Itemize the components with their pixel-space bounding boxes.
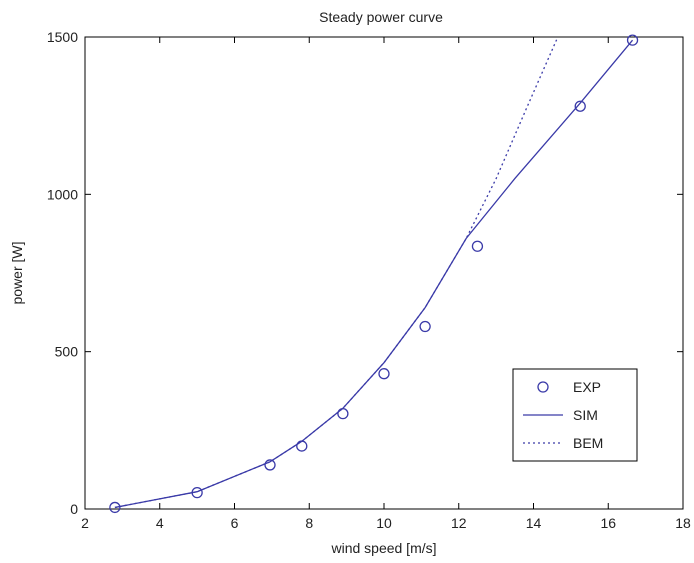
- exp-marker: [574, 100, 586, 112]
- x-tick-label: 16: [600, 515, 616, 531]
- exp-marker: [471, 240, 484, 252]
- legend-label: EXP: [573, 379, 601, 395]
- y-tick-label: 1500: [47, 29, 78, 45]
- exp-marker: [264, 459, 276, 471]
- legend-label: SIM: [573, 407, 598, 423]
- y-axis-label: power [W]: [9, 241, 25, 304]
- axis-ticks: 2 4 6 8 10 12 14 16 18 0 500 1000 1500: [47, 29, 691, 531]
- exp-marker: [626, 34, 639, 46]
- x-tick-label: 14: [526, 515, 542, 531]
- x-tick-label: 18: [675, 515, 691, 531]
- x-tick-label: 4: [156, 515, 164, 531]
- exp-marker: [378, 368, 390, 380]
- y-tick-label: 500: [55, 344, 79, 360]
- exp-marker: [419, 320, 431, 333]
- legend-label: BEM: [573, 435, 603, 451]
- y-tick-label: 1000: [47, 186, 78, 202]
- x-tick-label: 2: [81, 515, 89, 531]
- x-axis-label: wind speed [m/s]: [330, 540, 436, 556]
- legend: EXP SIM BEM: [512, 368, 638, 462]
- chart-title: Steady power curve: [319, 9, 443, 25]
- x-tick-label: 8: [305, 515, 313, 531]
- x-tick-label: 6: [231, 515, 239, 531]
- series-layer: [109, 34, 639, 514]
- exp-marker: [109, 501, 121, 514]
- y-tick-label: 0: [70, 501, 78, 517]
- legend-exp-symbol: [537, 381, 549, 393]
- bem-line: [114, 36, 559, 509]
- x-tick-label: 10: [376, 515, 392, 531]
- x-tick-label: 12: [451, 515, 467, 531]
